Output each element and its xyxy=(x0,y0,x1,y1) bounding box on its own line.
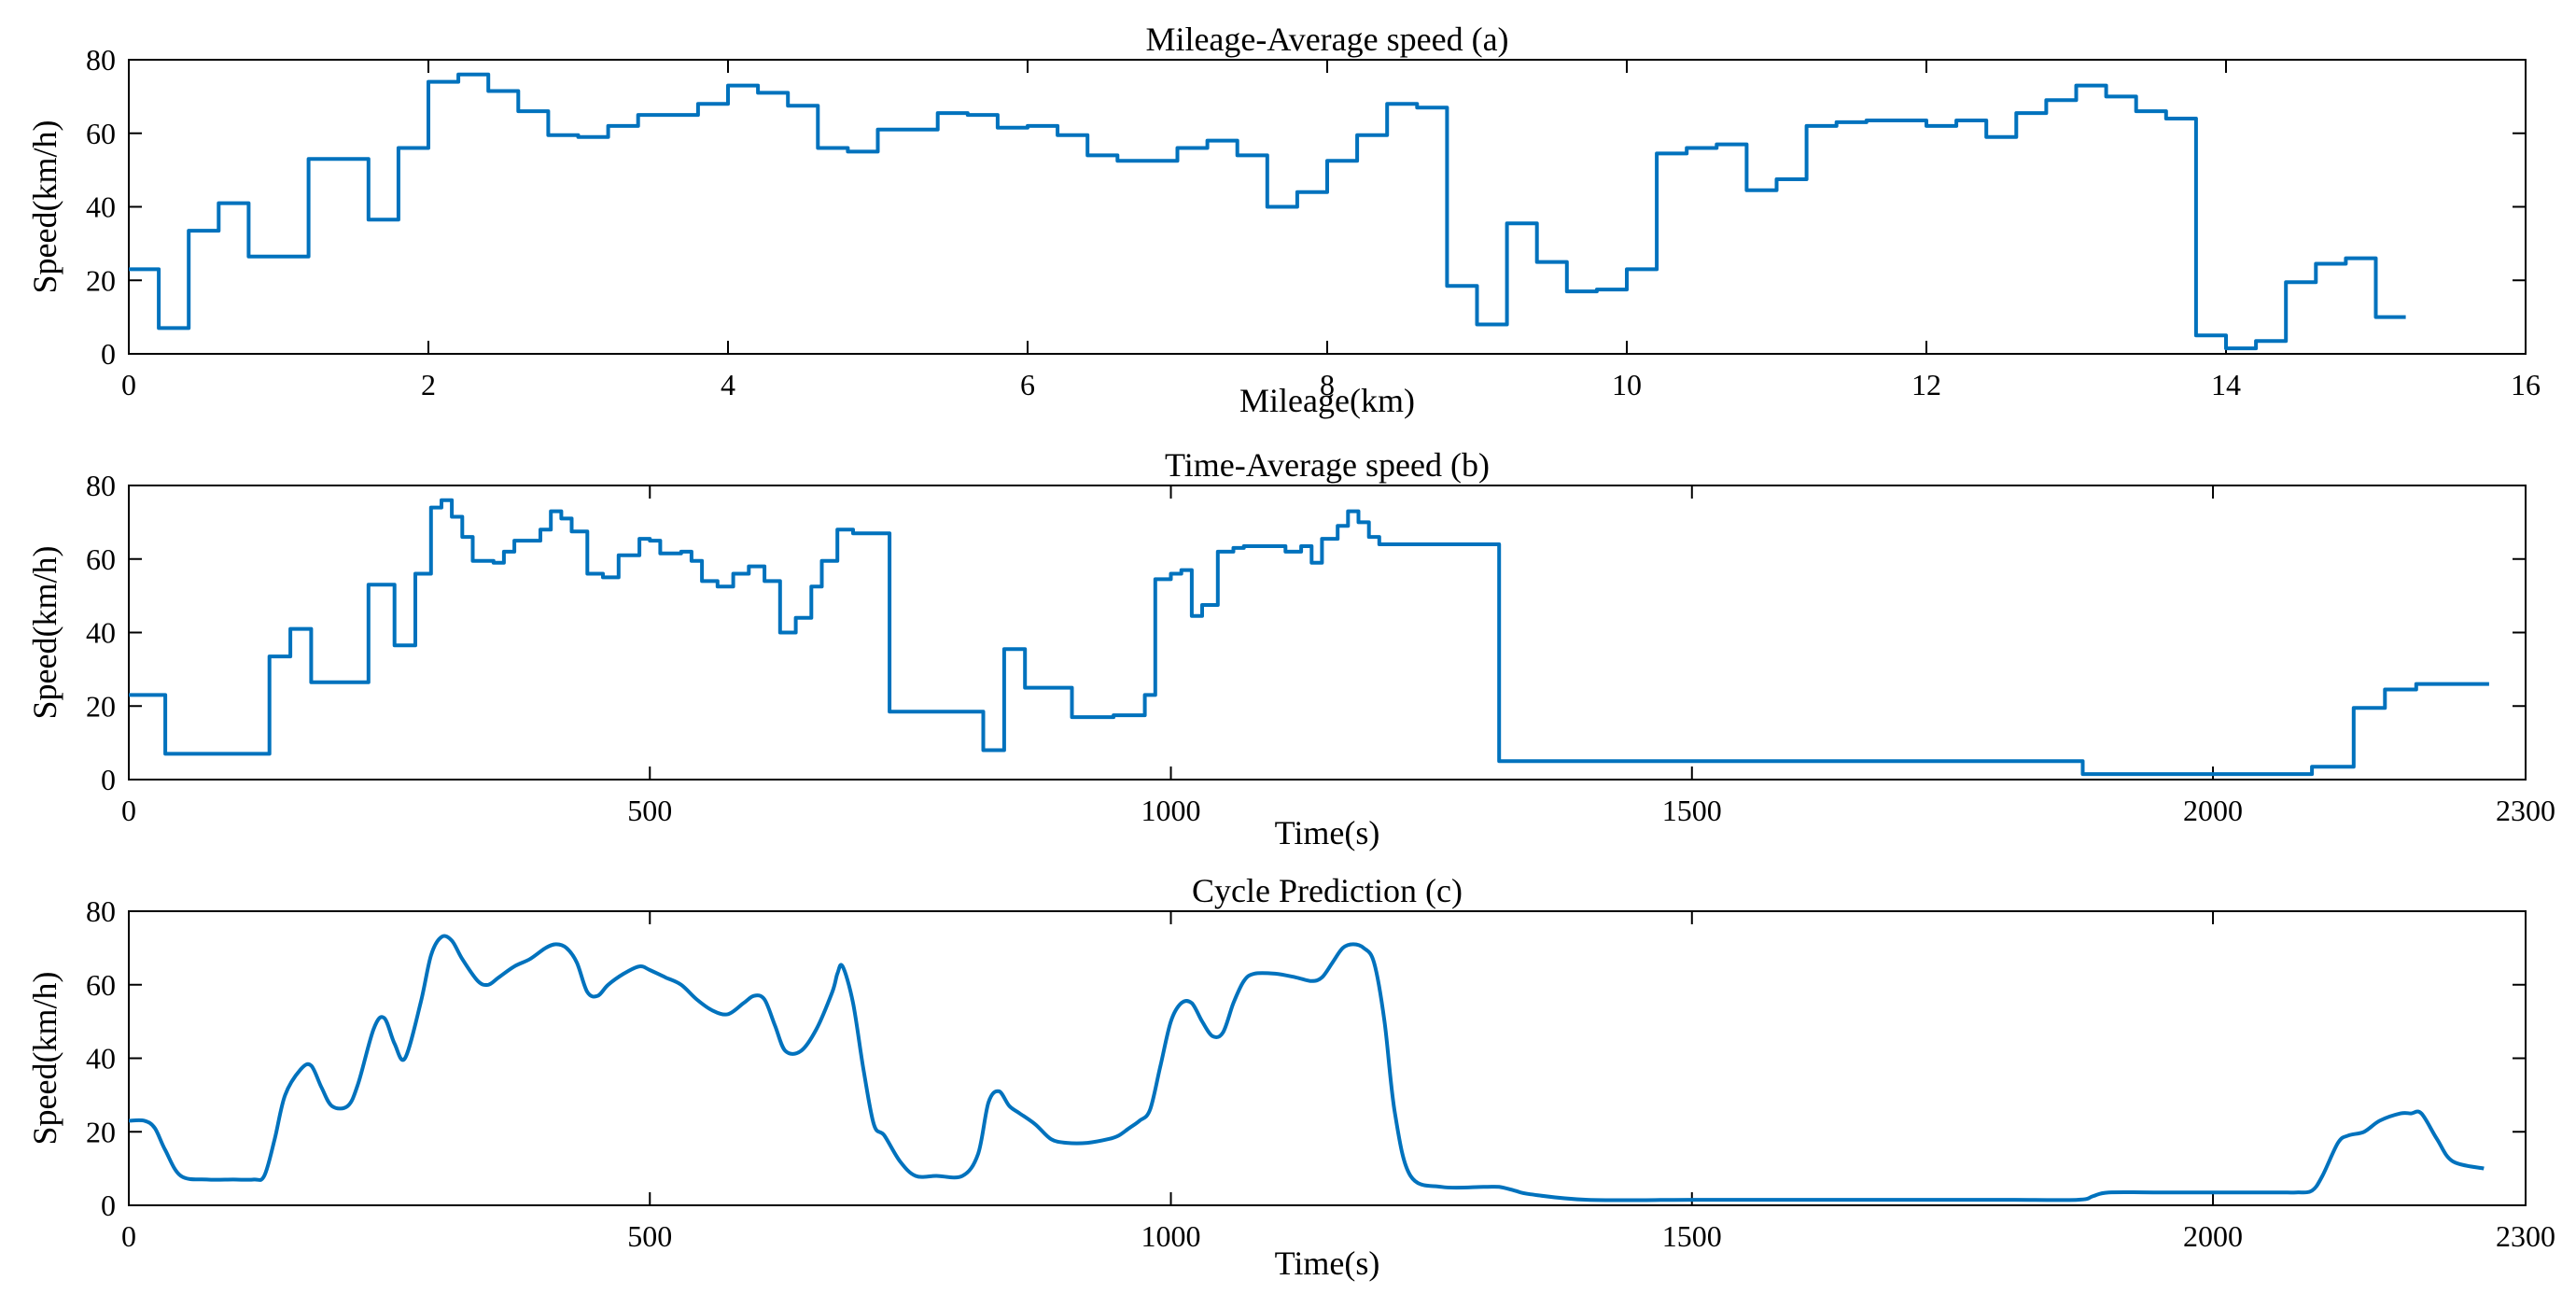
plot-frame xyxy=(128,59,2527,355)
plot-frame xyxy=(128,485,2527,781)
y-tick-label: 20 xyxy=(86,263,116,297)
y-tick-label: 0 xyxy=(101,1189,116,1222)
y-axis-label: Speed(km/h) xyxy=(26,120,63,294)
x-tick-label: 2300 xyxy=(2496,1219,2555,1253)
chart-title: Mileage-Average speed (a) xyxy=(1145,21,1508,58)
x-tick-label: 8 xyxy=(1320,368,1335,401)
x-tick-label: 2000 xyxy=(2183,1219,2243,1253)
speed-series-line xyxy=(128,934,2485,1203)
x-axis-label: Mileage(km) xyxy=(1239,382,1415,419)
x-tick-label: 1000 xyxy=(1141,794,1201,827)
y-axis-label: Speed(km/h) xyxy=(26,972,63,1146)
x-tick-label: 0 xyxy=(121,1219,136,1253)
x-tick-label: 500 xyxy=(627,794,672,827)
x-tick-label: 14 xyxy=(2211,368,2241,401)
y-tick-label: 20 xyxy=(86,1115,116,1148)
x-tick-label: 2000 xyxy=(2183,794,2243,827)
chart-panel-c: Cycle Prediction (c) 0 500 1000 1500 2000 2300… xyxy=(26,872,2555,1282)
y-tick-label: 80 xyxy=(86,469,116,502)
x-tick-label: 1500 xyxy=(1662,794,1722,827)
y-tick-label: 0 xyxy=(101,763,116,796)
speed-series-line xyxy=(129,498,2489,777)
y-tick-label: 40 xyxy=(86,1042,116,1076)
x-tick-label: 0 xyxy=(121,368,136,401)
speed-series-line xyxy=(129,72,2406,351)
y-tick-label: 60 xyxy=(86,117,116,150)
y-axis-label: Speed(km/h) xyxy=(26,546,63,720)
x-tick-label: 16 xyxy=(2511,368,2541,401)
x-tick-label: 2300 xyxy=(2496,794,2555,827)
x-tick-label: 12 xyxy=(1911,368,1941,401)
x-tick-label: 1000 xyxy=(1141,1219,1201,1253)
x-tick-label: 2 xyxy=(421,368,436,401)
x-tick-label: 10 xyxy=(1612,368,1642,401)
y-tick-label: 80 xyxy=(86,894,116,928)
plot-frame xyxy=(128,910,2527,1206)
x-tick-label: 6 xyxy=(1020,368,1035,401)
y-tick-label: 20 xyxy=(86,689,116,723)
y-tick-label: 80 xyxy=(86,43,116,77)
chart-panel-a: Mileage-Average speed (a) 0 2 4 6 8 10 12 14 16 0 2… xyxy=(26,21,2541,419)
y-tick-label: 60 xyxy=(86,968,116,1002)
y-tick-label: 0 xyxy=(101,337,116,371)
y-tick-label: 60 xyxy=(86,542,116,576)
x-tick-label: 500 xyxy=(627,1219,672,1253)
x-axis-label: Time(s) xyxy=(1275,1245,1380,1282)
x-axis-label: Time(s) xyxy=(1275,814,1380,851)
x-tick-label: 4 xyxy=(721,368,735,401)
chart-title: Cycle Prediction (c) xyxy=(1192,872,1463,909)
x-tick-label: 0 xyxy=(121,794,136,827)
chart-panel-b: Time-Average speed (b) 0 500 1000 1500 2000 23… xyxy=(26,446,2555,851)
y-tick-label: 40 xyxy=(86,190,116,224)
y-tick-label: 40 xyxy=(86,616,116,650)
chart-title: Time-Average speed (b) xyxy=(1165,446,1490,484)
x-tick-label: 1500 xyxy=(1662,1219,1722,1253)
